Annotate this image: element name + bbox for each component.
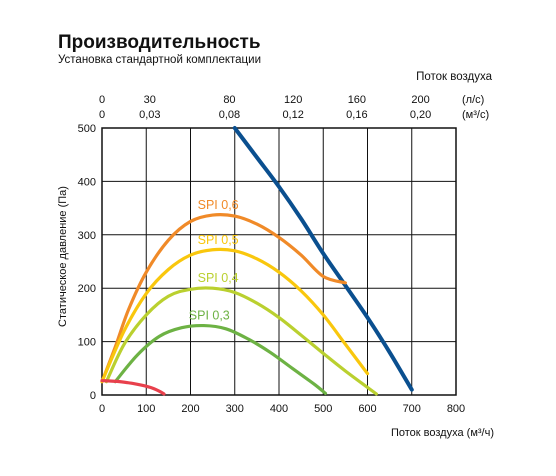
top-tick-m3s: 0,20 [410,109,431,121]
series-spi-0-3-line [113,323,328,395]
top-unit-m3s: (м³/с) [462,109,489,121]
x-tick-label: 300 [226,403,244,415]
y-tick-label: 500 [78,123,96,135]
top-axis-title: Поток воздуха [416,71,493,83]
top-tick-ls: 80 [223,94,235,106]
series-spi-0-4-line [104,286,378,396]
x-tick-label: 400 [270,403,288,415]
top-tick-ls: 120 [284,94,302,106]
top-tick-m3s: 0 [99,109,105,121]
series-low-line [100,378,166,396]
series-label: SPI 0,4 [198,271,239,285]
top-tick-ls: 160 [348,94,366,106]
x-tick-label: 700 [403,403,421,415]
y-tick-label: 300 [78,230,96,242]
top-tick-m3s: 0,08 [219,109,240,121]
x-tick-label: 500 [314,403,332,415]
series-system-line [232,126,414,392]
y-tick-label: 400 [78,176,96,188]
y-tick-label: 0 [90,390,96,402]
series-spi-0-6-line [100,212,347,384]
top-tick-ls: 30 [144,94,156,106]
top-tick-m3s: 0,16 [346,109,367,121]
y-axis-label: Статическое давление (Па) [57,186,69,327]
x-tick-label: 0 [99,403,105,415]
series-spi-0-5-line [100,247,370,384]
top-unit-ls: (л/с) [462,94,484,106]
series-label: SPI 0,5 [198,233,239,247]
top-tick-m3s: 0,12 [282,109,303,121]
top-tick-ls: 200 [411,94,429,106]
top-tick-ls: 0 [99,94,105,106]
y-tick-label: 200 [78,283,96,295]
x-tick-label: 200 [181,403,199,415]
plot-frame [101,127,457,396]
x-tick-label: 100 [137,403,155,415]
series-label: SPI 0,6 [198,198,239,212]
x-tick-label: 800 [447,403,465,415]
series-label: SPI 0,3 [189,309,230,323]
chart-subtitle: Установка стандартной комплектации [58,54,261,66]
top-tick-m3s: 0,03 [139,109,160,121]
chart-title: Производительность [58,32,261,53]
x-axis-label: Поток воздуха (м³/ч) [391,427,494,439]
x-tick-label: 600 [358,403,376,415]
y-tick-label: 100 [78,337,96,349]
